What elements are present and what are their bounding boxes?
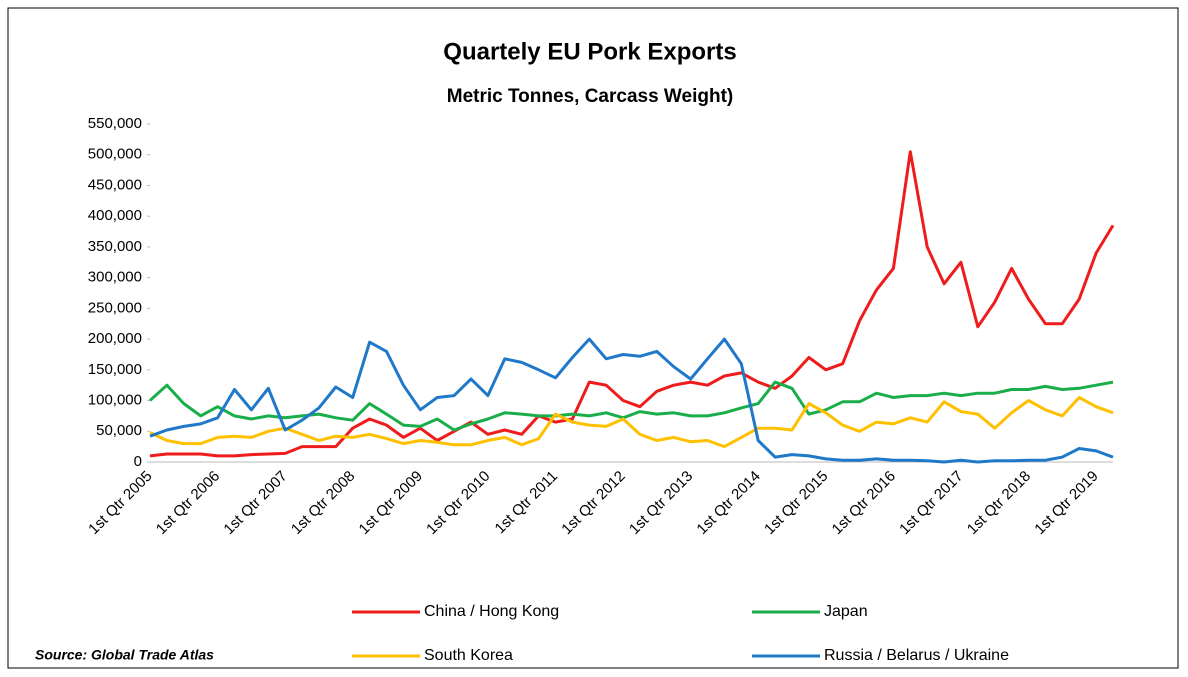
y-tick-label: 0 — [134, 453, 142, 470]
legend-label: Russia / Belarus / Ukraine — [824, 647, 1009, 664]
y-tick-label: 350,000 — [88, 238, 142, 255]
legend-label: South Korea — [424, 647, 513, 664]
series-line — [149, 396, 1114, 449]
y-tick-label: 300,000 — [88, 269, 142, 286]
source-note: Source: Global Trade Atlas — [35, 647, 214, 663]
legend-label: China / Hong Kong — [424, 603, 559, 620]
y-tick-label: 50,000 — [96, 422, 142, 439]
series-line — [149, 337, 1114, 464]
chart-title: Quartely EU Pork Exports — [443, 38, 736, 65]
y-tick-label: 500,000 — [88, 146, 142, 163]
y-tick-label: 550,000 — [88, 115, 142, 132]
y-tick-label: 400,000 — [88, 207, 142, 224]
y-tick-label: 100,000 — [88, 392, 142, 409]
y-tick-label: 150,000 — [88, 361, 142, 378]
legend-label: Japan — [824, 603, 868, 620]
series-line — [149, 150, 1115, 458]
y-tick-label: 450,000 — [88, 176, 142, 193]
y-tick-label: 200,000 — [88, 330, 142, 347]
y-tick-label: 250,000 — [88, 299, 142, 316]
chart-border — [7, 7, 1179, 669]
chart-subtitle: Metric Tonnes, Carcass Weight) — [447, 86, 733, 107]
